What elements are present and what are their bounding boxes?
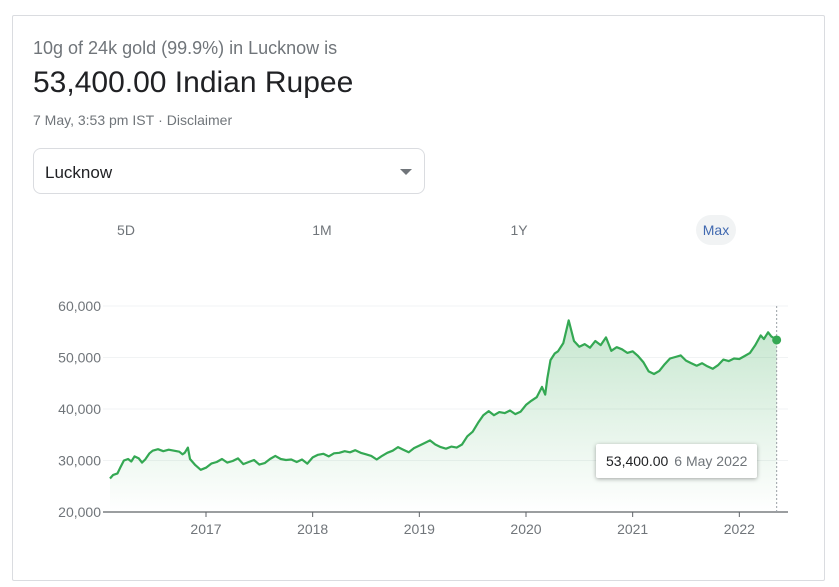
range-max-button[interactable]: Max: [696, 215, 736, 245]
x-tick-label: 2018: [297, 521, 328, 537]
range-5d-button[interactable]: 5D: [117, 222, 135, 238]
chart-tooltip: 53,400.00 6 May 2022: [596, 444, 758, 478]
timestamp: 7 May, 3:53 pm IST: [33, 112, 155, 128]
price-area: [110, 320, 777, 512]
current-price: 53,400.00 Indian Rupee: [33, 66, 354, 99]
city-select-value: Lucknow: [45, 163, 113, 182]
y-tick-label: 60,000: [58, 298, 101, 314]
chevron-down-icon: [400, 169, 412, 175]
disclaimer-link[interactable]: Disclaimer: [166, 112, 233, 128]
x-tick-label: 2021: [617, 521, 648, 537]
y-tick-label: 50,000: [58, 350, 101, 366]
tooltip-value: 53,400.00: [606, 453, 669, 469]
y-axis: 60,000 50,000 40,000 30,000 20,000: [58, 298, 101, 520]
x-tick-label: 2019: [404, 521, 435, 537]
y-tick-label: 20,000: [58, 504, 101, 520]
meta-separator: ·: [158, 112, 163, 128]
x-axis: 2017 2018 2019 2020 2021 2022: [190, 512, 755, 537]
range-1m-button[interactable]: 1M: [312, 222, 332, 238]
latest-point-marker[interactable]: [772, 335, 782, 345]
range-1y-button[interactable]: 1Y: [510, 222, 528, 238]
x-tick-label: 2022: [724, 521, 755, 537]
city-select[interactable]: Lucknow: [33, 148, 425, 194]
x-tick-label: 2020: [510, 521, 541, 537]
y-tick-label: 40,000: [58, 401, 101, 417]
price-line: [109, 319, 778, 480]
price-subtitle: 10g of 24k gold (99.9%) in Lucknow is: [33, 38, 338, 58]
x-tick-label: 2017: [190, 521, 221, 537]
y-tick-label: 30,000: [58, 453, 101, 469]
price-meta: 7 May, 3:53 pm IST · Disclaimer: [33, 112, 232, 128]
tooltip-date: 6 May 2022: [674, 453, 748, 469]
